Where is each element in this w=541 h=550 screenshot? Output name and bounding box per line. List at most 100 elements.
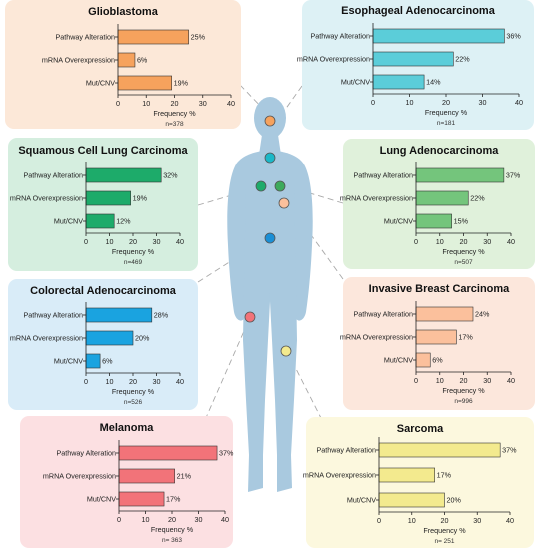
x-tick-label: 40 <box>176 237 184 246</box>
category-label: mRNA Overexpression <box>340 333 413 342</box>
x-axis-label: Frequency % <box>153 109 196 118</box>
panel-lung-adeno: Lung Adenocarcinoma Pathway Alteration 37%… <box>340 139 535 269</box>
bar <box>372 28 505 44</box>
right-leg <box>269 282 297 492</box>
category-label: Pathway Alteration <box>316 446 376 455</box>
x-tick-label: 0 <box>117 515 121 524</box>
bar <box>372 51 454 67</box>
category-label: mRNA Overexpression <box>297 55 370 64</box>
bar <box>118 468 175 484</box>
bar <box>118 491 165 507</box>
category-label: Mut/CNV <box>54 357 83 366</box>
bar <box>415 329 457 345</box>
bar <box>415 190 469 206</box>
bar <box>378 467 435 483</box>
x-tick-label: 0 <box>414 376 418 385</box>
data-label: 6% <box>137 56 148 65</box>
category-label: Pathway Alteration <box>55 33 115 42</box>
panel-colorectal: Colorectal Adenocarcinoma Pathway Alterat… <box>8 279 198 410</box>
sample-size-label: n=181 <box>437 120 456 127</box>
x-tick-label: 30 <box>199 99 207 108</box>
data-label: 19% <box>133 194 148 203</box>
data-label: 37% <box>219 449 234 458</box>
x-tick-label: 10 <box>436 376 444 385</box>
sample-size-label: n=507 <box>454 259 473 266</box>
bar <box>85 167 162 183</box>
data-label: 17% <box>458 333 473 342</box>
chart-sarcoma: Sarcoma Pathway Alteration 37% mRNA Overexp… <box>303 423 517 545</box>
category-label: Mut/CNV <box>384 217 413 226</box>
data-label: 12% <box>116 217 131 226</box>
data-label: 19% <box>174 79 189 88</box>
connector-esophageal <box>274 85 303 125</box>
x-tick-label: 10 <box>106 377 114 386</box>
data-label: 17% <box>166 495 181 504</box>
data-label: 37% <box>506 171 521 180</box>
sample-size-label: n=996 <box>454 398 473 405</box>
sample-size-label: n=469 <box>124 259 143 266</box>
chart-title: Colorectal Adenocarcinoma <box>30 285 177 297</box>
category-label: Mut/CNV <box>384 356 413 365</box>
site-colorectal <box>264 232 276 244</box>
data-label: 17% <box>437 471 452 480</box>
category-label: Pathway Alteration <box>23 311 83 320</box>
chart-title: Glioblastoma <box>88 6 159 18</box>
x-tick-label: 0 <box>414 237 418 246</box>
bar <box>85 307 153 323</box>
bar <box>117 75 172 91</box>
data-label: 22% <box>470 194 485 203</box>
sample-size-label: n=378 <box>165 121 184 128</box>
sample-size-label: n=526 <box>124 399 143 406</box>
category-label: mRNA Overexpression <box>43 472 116 481</box>
x-tick-label: 10 <box>406 98 414 107</box>
data-label: 32% <box>163 171 178 180</box>
category-label: Pathway Alteration <box>353 310 413 319</box>
body-silhouette <box>227 97 313 492</box>
x-axis-label: Frequency % <box>442 247 485 256</box>
sample-size-label: n= 363 <box>162 537 182 544</box>
data-label: 15% <box>454 217 469 226</box>
category-label: Mut/CNV <box>87 495 116 504</box>
category-label: mRNA Overexpression <box>303 471 376 480</box>
data-label: 25% <box>191 33 206 42</box>
x-tick-label: 20 <box>460 237 468 246</box>
category-label: Pathway Alteration <box>353 171 413 180</box>
x-tick-label: 30 <box>483 376 491 385</box>
chart-title: Sarcoma <box>397 423 444 435</box>
x-axis-label: Frequency % <box>112 247 155 256</box>
x-tick-label: 0 <box>116 99 120 108</box>
panel-esophageal: Esophageal Adenocarcinoma Pathway Alterat… <box>297 0 534 130</box>
category-label: Pathway Alteration <box>23 171 83 180</box>
x-tick-label: 20 <box>171 99 179 108</box>
x-tick-label: 20 <box>460 376 468 385</box>
data-label: 6% <box>432 356 443 365</box>
x-tick-label: 40 <box>227 99 235 108</box>
bar <box>415 213 452 229</box>
x-tick-label: 40 <box>507 237 515 246</box>
x-tick-label: 0 <box>377 516 381 525</box>
chart-title: Melanoma <box>100 422 155 434</box>
chart-squamous: Squamous Cell Lung Carcinoma Pathway Alte… <box>10 145 189 266</box>
x-tick-label: 20 <box>168 515 176 524</box>
category-label: mRNA Overexpression <box>10 194 83 203</box>
x-tick-label: 40 <box>515 98 523 107</box>
site-sarcoma <box>280 345 292 357</box>
site-glioblastoma <box>264 115 276 127</box>
x-tick-label: 30 <box>483 237 491 246</box>
data-label: 21% <box>177 472 192 481</box>
category-label: mRNA Overexpression <box>42 56 115 65</box>
site-lung-adeno <box>274 180 286 192</box>
x-axis-label: Frequency % <box>425 108 468 117</box>
data-label: 24% <box>475 310 490 319</box>
chart-esophageal: Esophageal Adenocarcinoma Pathway Alterat… <box>297 5 523 127</box>
data-label: 20% <box>447 496 462 505</box>
category-label: Mut/CNV <box>54 217 83 226</box>
site-breast <box>278 197 290 209</box>
panel-squamous: Squamous Cell Lung Carcinoma Pathway Alte… <box>8 138 198 271</box>
category-label: Mut/CNV <box>341 78 370 87</box>
x-tick-label: 20 <box>441 516 449 525</box>
panel-glioblastoma: Glioblastoma Pathway Alteration 25% mRNA Ov… <box>5 0 241 129</box>
x-tick-label: 10 <box>408 516 416 525</box>
x-tick-label: 30 <box>153 237 161 246</box>
chart-breast: Invasive Breast Carcinoma Pathway Alterat… <box>340 283 515 405</box>
